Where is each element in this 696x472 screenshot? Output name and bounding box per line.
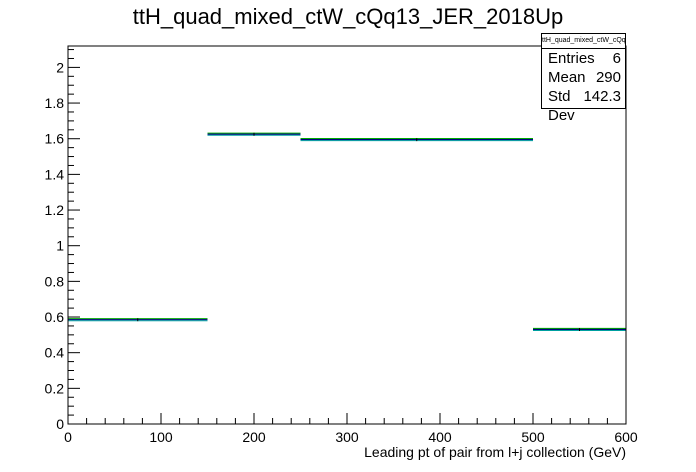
x-axis-ticks: 0 100 200 300 400 500 600 [64, 413, 638, 445]
stats-stddev-label: Std Dev [548, 88, 575, 124]
x-tick-label: 400 [428, 429, 452, 445]
y-tick-label: 1 [56, 238, 64, 254]
stats-box: ttH_quad_mixed_ctW_cQq13_JER_2018Up Entr… [541, 33, 626, 124]
y-tick-label: 0.8 [45, 273, 65, 289]
stats-entries-label: Entries [548, 50, 595, 67]
y-axis-ticks: 0 0.2 0.4 0.6 0.8 1 1.2 1.4 1.6 1.8 2 [45, 49, 80, 432]
y-tick-label: 0.6 [45, 309, 65, 325]
stats-stddev-row: Std Dev 142.3 [542, 87, 625, 124]
x-tick-label: 200 [242, 429, 266, 445]
x-tick-label: 100 [149, 429, 173, 445]
y-tick-label: 1.8 [45, 95, 65, 111]
stats-mean-value: 290 [595, 69, 621, 86]
stats-mean-row: Mean 290 [542, 68, 625, 87]
x-tick-label: 600 [614, 429, 638, 445]
x-tick-label: 0 [64, 429, 72, 445]
histogram-bin [68, 318, 208, 322]
y-tick-label: 0.4 [45, 345, 65, 361]
stats-box-name: ttH_quad_mixed_ctW_cQq13_JER_2018Up [542, 34, 625, 49]
stats-entries-row: Entries 6 [542, 49, 625, 68]
histogram-bin [300, 138, 533, 142]
histogram-bars [68, 132, 626, 331]
y-tick-label: 2 [56, 59, 64, 75]
chart-title: ttH_quad_mixed_ctW_cQq13_JER_2018Up [132, 4, 564, 29]
y-tick-label: 1.2 [45, 202, 65, 218]
histogram-bin [533, 327, 626, 331]
y-tick-label: 0 [56, 416, 64, 432]
y-tick-label: 1.6 [45, 131, 65, 147]
x-tick-label: 300 [335, 429, 359, 445]
x-axis-label: Leading pt of pair from l+j collection (… [364, 444, 626, 460]
stats-mean-label: Mean [548, 69, 586, 86]
histogram-bin [207, 132, 301, 136]
y-tick-label: 0.2 [45, 380, 65, 396]
stats-stddev-value: 142.3 [583, 88, 621, 105]
stats-entries-value: 6 [612, 50, 621, 67]
y-tick-label: 1.4 [45, 166, 65, 182]
x-tick-label: 500 [521, 429, 545, 445]
